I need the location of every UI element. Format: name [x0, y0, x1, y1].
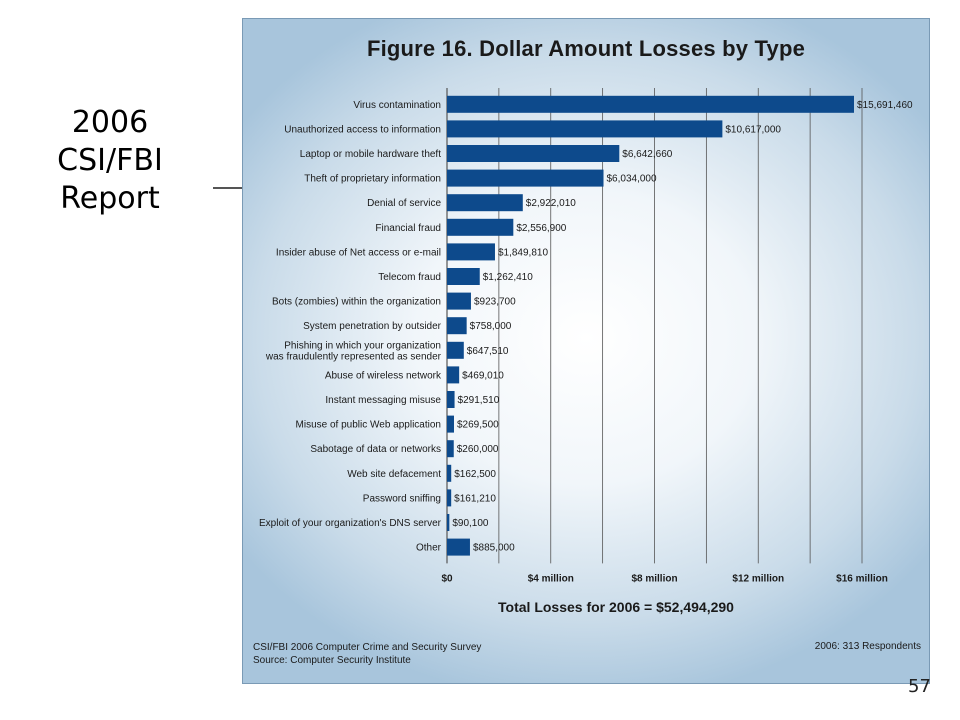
value-label: $291,510 [458, 395, 500, 406]
slide-title-line-1: 2006 [71, 105, 149, 140]
category-label: Unauthorized access to information [284, 124, 441, 135]
category-label: Denial of service [367, 198, 441, 209]
bar [447, 317, 467, 335]
footer-source: CSI/FBI 2006 Computer Crime and Security… [253, 641, 481, 667]
bar [447, 464, 452, 482]
bar-chart: $0 $4 million $8 million $12 million $16 mil… [259, 88, 913, 584]
bar [447, 489, 452, 507]
category-label: Exploit of your organization's DNS serve… [259, 518, 442, 529]
x-tick-label: $16 million [836, 573, 888, 584]
value-label: $758,000 [470, 321, 512, 332]
bar [447, 145, 620, 162]
bar [447, 169, 604, 187]
x-tick-label: $4 million [528, 573, 574, 584]
value-label: $6,034,000 [607, 174, 657, 185]
x-tick-label: $8 million [631, 573, 677, 584]
value-label: $469,010 [462, 370, 504, 381]
value-label: $647,510 [467, 346, 509, 357]
bar [447, 440, 454, 458]
bar [447, 95, 854, 113]
page-number: 57 [908, 676, 931, 697]
bar [447, 514, 450, 531]
category-label: Password sniffing [363, 493, 441, 504]
category-label: Telecom fraud [378, 272, 441, 283]
bar [447, 218, 514, 236]
bar [447, 120, 723, 138]
value-label: $885,000 [473, 543, 515, 554]
value-label: $161,210 [454, 493, 496, 504]
category-label: Laptop or mobile hardware theft [300, 149, 441, 160]
bar [447, 415, 454, 433]
value-label: $10,617,000 [725, 124, 781, 135]
category-label: Bots (zombies) within the organization [272, 297, 441, 308]
footer-survey: CSI/FBI 2006 Computer Crime and Security… [253, 642, 482, 653]
category-label: Web site defacement [347, 469, 441, 480]
bar [447, 391, 455, 408]
category-label: Misuse of public Web application [296, 420, 441, 431]
category-label: Sabotage of data or networks [310, 444, 441, 455]
figure-panel: Figure 16. Dollar Amount Losses by Type … [242, 18, 930, 684]
bar [447, 194, 523, 212]
x-tick-label: $0 [441, 573, 453, 584]
total-losses: Total Losses for 2006 = $52,494,290 [498, 599, 734, 615]
value-label: $6,642,660 [622, 149, 672, 160]
value-label: $15,691,460 [857, 100, 913, 111]
bar [447, 292, 471, 310]
category-label: Insider abuse of Net access or e-mail [276, 247, 441, 258]
footer-respondents: 2006: 313 Respondents [814, 641, 921, 652]
bar [447, 341, 464, 359]
bar [447, 268, 480, 285]
value-label: $2,922,010 [526, 198, 576, 209]
bar [447, 538, 470, 556]
value-label: $162,500 [454, 469, 496, 480]
value-label: $90,100 [452, 518, 489, 529]
value-label: $1,262,410 [483, 272, 533, 283]
value-label: $923,700 [474, 297, 516, 308]
value-label: $269,500 [457, 420, 499, 431]
category-label: Financial fraud [375, 223, 441, 234]
figure-title: Figure 16. Dollar Amount Losses by Type [366, 36, 806, 61]
connector-line [213, 187, 243, 189]
x-tick-label: $12 million [732, 573, 784, 584]
category-label: Other [416, 543, 442, 554]
slide-title-line-2: CSI/FBI [57, 143, 163, 178]
slide-title: 2006 CSI/FBI Report [40, 104, 180, 218]
bar [447, 243, 495, 261]
slide-title-line-3: Report [60, 181, 160, 216]
value-label: $1,849,810 [498, 247, 548, 258]
category-label: Theft of proprietary information [304, 174, 441, 185]
value-label: $2,556,900 [516, 223, 566, 234]
footer-source-line: Source: Computer Security Institute [253, 655, 411, 666]
category-label: Abuse of wireless network [325, 370, 442, 381]
value-label: $260,000 [457, 444, 499, 455]
category-label: Instant messaging misuse [325, 395, 441, 406]
category-label: System penetration by outsider [303, 321, 442, 332]
category-label: Phishing in which your organization was f… [265, 340, 442, 362]
category-label: Virus contamination [353, 100, 441, 111]
bar [447, 366, 460, 384]
